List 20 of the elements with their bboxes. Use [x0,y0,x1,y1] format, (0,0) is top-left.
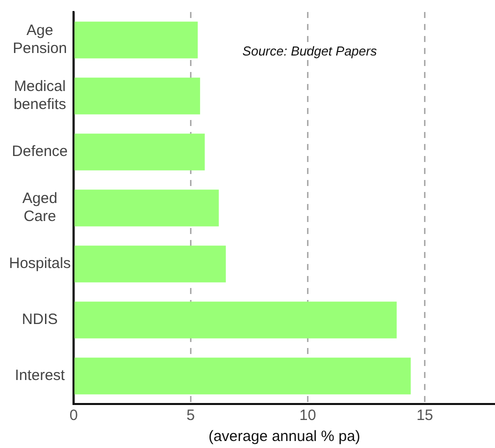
y-tick-label: Medical benefits [14,78,66,114]
y-tick-label: Hospitals [8,255,71,272]
x-tick-label: 0 [70,407,78,424]
y-tick-label: NDIS [22,311,58,328]
bar [74,190,219,226]
x-axis-title: (average annual % pa) [208,428,360,446]
bar [74,134,205,170]
bar [74,358,411,394]
y-tick-label: Aged Care [22,190,58,226]
annotation: Source: Budget Papers [242,44,378,59]
bar [74,78,200,114]
x-tick-label: 15 [416,407,434,424]
x-tick-label: 5 [186,407,195,424]
y-tick-label: Age Pension [12,22,67,58]
y-tick-label: Defence [12,143,68,160]
bar [74,246,226,282]
bar [74,302,397,338]
y-tick-label: Interest [14,367,66,384]
bar [74,22,198,58]
x-tick-label: 10 [299,407,316,424]
